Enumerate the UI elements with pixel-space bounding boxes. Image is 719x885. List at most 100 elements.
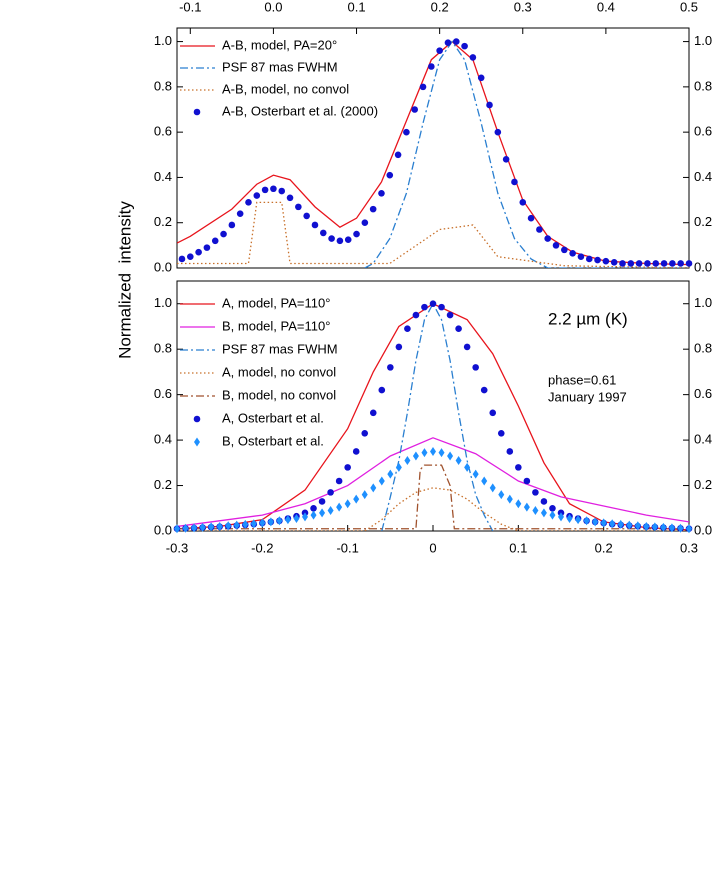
data-point	[220, 230, 227, 238]
x-tick-label: 0.3	[514, 0, 532, 14]
data-point	[344, 464, 351, 471]
annotation: 2.2 µm (K)	[548, 309, 628, 328]
legend-label: A, model, no convol	[222, 364, 336, 379]
y-tick-label-right: 0.0	[694, 259, 712, 274]
y-tick-label-right: 0.2	[694, 214, 712, 229]
data-point	[486, 101, 493, 109]
data-point	[600, 518, 607, 528]
data-point	[575, 515, 582, 525]
data-point	[412, 451, 419, 461]
data-point	[318, 498, 326, 505]
data-point	[310, 510, 317, 520]
legend-label: A, Osterbart et al.	[222, 410, 324, 425]
data-point	[270, 185, 277, 193]
data-point	[311, 221, 319, 229]
data-point	[461, 42, 468, 50]
y-tick-label: 0.4	[154, 169, 172, 184]
data-point	[278, 187, 286, 195]
data-point	[438, 448, 445, 458]
x-tick-label: 0.0	[264, 0, 282, 14]
data-point	[203, 244, 211, 251]
y-tick-label: 1.0	[154, 33, 172, 48]
data-point	[686, 524, 692, 534]
y-tick-label-right: 0.8	[694, 341, 712, 356]
data-point	[352, 448, 360, 455]
y-tick-label: 0.6	[154, 386, 172, 401]
data-point	[523, 502, 530, 512]
data-point	[549, 504, 556, 512]
legend-label: PSF 87 mas FWHM	[222, 341, 338, 356]
data-point	[455, 456, 462, 466]
data-point	[532, 489, 539, 496]
data-point	[544, 235, 552, 242]
data-point	[259, 518, 266, 528]
y-tick-label-right: 1.0	[694, 295, 712, 310]
data-point	[403, 128, 410, 136]
data-point	[344, 499, 351, 509]
data-point	[386, 171, 394, 179]
data-point	[370, 483, 377, 493]
data-point	[447, 451, 454, 461]
data-point	[191, 523, 198, 533]
series-line	[177, 302, 689, 531]
data-point	[295, 203, 302, 211]
data-point	[404, 325, 411, 333]
data-point	[216, 521, 223, 531]
data-point	[302, 512, 308, 522]
data-point	[429, 300, 437, 308]
data-point	[369, 205, 377, 213]
data-point	[178, 255, 186, 263]
data-point	[335, 477, 343, 485]
data-point	[660, 260, 668, 267]
data-point	[395, 462, 402, 472]
y-tick-label: 0.0	[154, 522, 172, 537]
annotation: phase=0.61	[548, 372, 616, 387]
x-tick-label: 0.1	[347, 0, 365, 14]
data-point	[472, 469, 479, 479]
data-point	[436, 47, 443, 54]
data-point	[361, 219, 369, 227]
legend-label: PSF 87 mas FWHM	[222, 59, 338, 74]
data-point	[353, 494, 360, 504]
data-point	[660, 522, 667, 532]
data-point	[480, 386, 488, 394]
legend-label: A-B, Osterbart et al. (2000)	[222, 103, 378, 118]
series-line	[177, 487, 689, 531]
data-point	[677, 523, 684, 533]
y-tick-label: 0.2	[154, 477, 172, 492]
data-point	[506, 448, 514, 455]
data-point	[452, 38, 460, 45]
y-tick-label: 1.0	[154, 295, 172, 310]
y-tick-label: 0.2	[154, 214, 172, 229]
data-point	[378, 386, 386, 394]
data-point	[261, 186, 269, 194]
plot-area	[177, 40, 689, 268]
data-point	[635, 260, 643, 267]
data-point	[677, 260, 684, 267]
data-point	[387, 469, 394, 479]
legend-symbol	[194, 437, 200, 447]
data-point	[481, 476, 488, 486]
data-point	[387, 364, 394, 371]
annotation: January 1997	[548, 389, 627, 404]
data-point	[569, 249, 576, 257]
data-point	[394, 151, 402, 159]
data-point	[668, 523, 675, 533]
legend-label: B, Osterbart et al.	[222, 433, 324, 448]
data-point	[444, 39, 452, 47]
data-point	[336, 502, 343, 512]
plot-area	[177, 302, 689, 531]
data-point	[652, 260, 660, 267]
data-point	[378, 189, 385, 197]
y-tick-label: 0.8	[154, 341, 172, 356]
y-tick-label-right: 0.4	[694, 432, 712, 447]
data-point	[286, 194, 294, 202]
data-point	[626, 520, 633, 530]
data-point	[536, 226, 543, 233]
data-point	[592, 517, 599, 527]
legend-label: B, model, PA=110°	[222, 318, 330, 333]
data-point	[378, 476, 385, 486]
x-tick-label: -0.1	[336, 540, 358, 555]
data-point	[494, 128, 502, 136]
legend-label: A, model, PA=110°	[222, 295, 330, 310]
